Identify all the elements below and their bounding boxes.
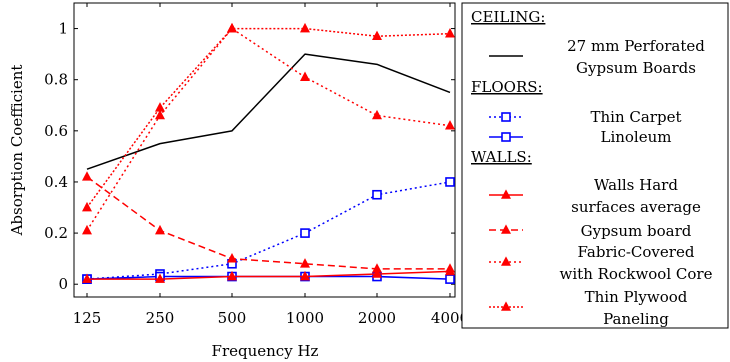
legend-swatch-marker (501, 132, 511, 142)
y-tick-label: 0.4 (44, 173, 68, 191)
data-point-walls-hard-surfaces-average (155, 273, 165, 283)
legend-entry-label: Walls Hard (594, 176, 678, 194)
series-line-thin-plywood-paneling (86, 27, 451, 208)
data-point-gypsum-board (82, 171, 92, 181)
y-tick-label: 0.8 (44, 71, 68, 89)
x-tick-label: 4000 (431, 309, 469, 327)
legend-entry-label: surfaces average (571, 198, 701, 216)
plot-frame (73, 2, 456, 298)
x-tick-label: 500 (218, 309, 247, 327)
data-point-thin-plywood-paneling (155, 102, 165, 112)
legend-swatch-marker (501, 112, 511, 122)
legend-entry-label: Thin Carpet (591, 108, 682, 126)
data-point-thin-plywood-paneling (300, 22, 310, 33)
data-point-thin-plywood-paneling (372, 30, 382, 41)
legend-swatch-marker (501, 301, 511, 311)
legend-entry-label: Thin Plywood (585, 288, 688, 306)
data-point-walls-hard-surfaces-average (372, 268, 382, 278)
data-point-walls-hard-surfaces-average (82, 273, 92, 283)
legend-entry-label: Paneling (603, 310, 669, 328)
data-point-gypsum-board (155, 224, 165, 235)
data-point-thin-plywood-paneling (82, 201, 92, 212)
legend-entry-label: Gypsum Boards (576, 59, 696, 77)
legend-swatch-marker (501, 189, 511, 199)
y-tick-label: 0.6 (44, 122, 68, 140)
data-point-fabric-covered-with-rockwool-core (445, 120, 455, 130)
data-point-thin-carpet (300, 228, 310, 238)
series-line-fabric-covered-with-rockwool-core (86, 27, 451, 231)
series-line-gypsum-board (86, 176, 450, 270)
data-point-thin-plywood-paneling (445, 28, 455, 38)
legend-frame (461, 2, 729, 329)
data-point-thin-carpet (372, 189, 382, 200)
legend-heading: WALLS: (471, 148, 532, 166)
data-point-fabric-covered-with-rockwool-core (82, 224, 92, 235)
data-point-fabric-covered-with-rockwool-core (372, 109, 382, 120)
data-point-walls-hard-surfaces-average (227, 270, 237, 281)
data-point-gypsum-board (300, 258, 310, 268)
legend-swatch-marker (501, 224, 511, 234)
data-point-linoleum (445, 274, 455, 284)
legend-entry-label: Linoleum (600, 128, 671, 146)
legend-entry-label: with Rockwool Core (560, 265, 713, 283)
y-tick-label: 0 (58, 275, 68, 293)
x-axis-label: Frequency Hz (212, 342, 319, 360)
data-point-gypsum-board (227, 253, 237, 263)
y-tick-label: 0.2 (44, 224, 68, 242)
data-point-gypsum-board (372, 263, 382, 273)
y-axis-label: Absorption Coefficient (8, 65, 26, 237)
legend-heading: CEILING: (471, 8, 545, 26)
x-tick-label: 1000 (286, 309, 324, 327)
data-point-thin-plywood-paneling (227, 22, 237, 33)
data-point-thin-carpet (445, 177, 455, 187)
data-point-fabric-covered-with-rockwool-core (300, 71, 310, 81)
data-point-gypsum-board (445, 263, 455, 273)
series-line-thin-carpet (86, 181, 451, 280)
y-tick-label: 1 (58, 20, 68, 38)
series-line-27-mm-perforated-gypsum-boards (86, 53, 451, 170)
data-point-fabric-covered-with-rockwool-core (155, 109, 165, 120)
x-tick-label: 125 (73, 309, 102, 327)
data-point-walls-hard-surfaces-average (300, 270, 310, 281)
legend-entry-label: 27 mm Perforated (567, 37, 705, 55)
legend-entry-label: Fabric-Covered (578, 243, 695, 261)
legend: CEILING: 27 mm Perforated Gypsum Boards FLO… (461, 2, 729, 329)
legend-heading: FLOORS: (471, 78, 543, 96)
legend-entry-label: Gypsum board (581, 222, 692, 240)
plot-area: 0 0.2 0.4 0.6 0.8 1 125 250 500 1000 2000 4000 Frequ… (8, 2, 469, 360)
legend-swatch-marker (501, 256, 511, 266)
x-tick-label: 2000 (358, 309, 396, 327)
series-line-walls-hard-surfaces-average (87, 270, 451, 280)
x-tick-label: 250 (146, 309, 175, 327)
